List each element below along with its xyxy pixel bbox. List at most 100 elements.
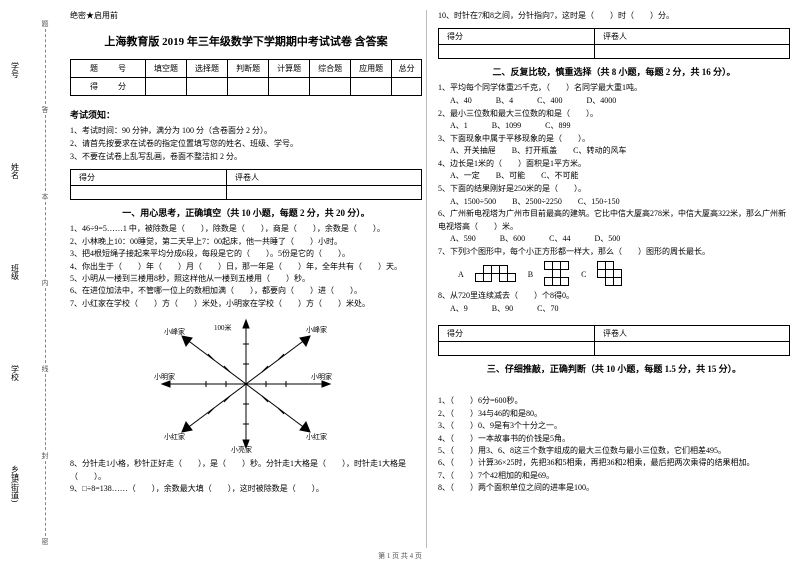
question: 2、小林晚上10：00睡觉，第二天早上7：00起床，他一共睡了（ ）小时。 [70,236,422,248]
score-header: 题 号 [71,60,146,78]
seal-mark: 封 [40,452,50,459]
question: 6、（ ）计算36×25时，先把36和5相乘，再把36和2相乘，最后把两次乘得的… [438,457,790,469]
right-column: 10、时针在7和8之间，分针指向7，这时是（ ）时（ ）分。 得分 评卷人 二、… [438,10,790,545]
binding-field: 班级 [10,264,21,280]
score-header: 判断题 [228,60,269,78]
options: A、40 B、4 C、400 D、4000 [438,95,790,108]
grader-label: 评卷人 [595,326,790,342]
question: 7、小红家在学校（ ）方（ ）米处，小明家在学校（ ）方（ ）米处。 [70,298,422,310]
polyomino-options: A B C [458,262,790,286]
question: 4、（ ）一本故事书的价钱是5角。 [438,433,790,445]
seal-mark: 答 [40,106,50,113]
diagram-label: 小明家 [311,372,332,381]
question: 7、下列3个图形中，每个小正方形都一样大，那么（ ）图形的周长最长。 [438,246,790,258]
score-cell [351,78,392,96]
seal-mark: 内 [40,279,50,286]
binding-strip: 学号 姓名 班级 学校 乡镇(街道) 题 答 本 内 线 封 密 [0,0,60,565]
question: 5、（ ）用3、6、8这三个数字组成的最大三位数与最小三位数，它们相差495。 [438,445,790,457]
question: 9、□÷8=138……（ ），余数最大填（ ），这时被除数是（ ）。 [70,483,422,495]
score-header: 选择题 [187,60,228,78]
score-header: 应用题 [351,60,392,78]
question: 1、平均每个同学体重25千克，（ ）名同学最大重1吨。 [438,82,790,94]
section-score-box: 得分 评卷人 [70,169,422,200]
score-header: 填空题 [146,60,187,78]
score-table: 题 号 填空题 选择题 判断题 计算题 综合题 应用题 总分 得 分 [70,59,422,96]
question: 4、边长是1米的（ ）面积是1平方米。 [438,158,790,170]
section-1-title: 一、用心思考，正确填空（共 10 小题，每题 2 分，共 20 分）。 [70,206,422,219]
question: 2、（ ）34与46的和是80。 [438,408,790,420]
section-score-box: 得分 评卷人 [438,28,790,59]
polyomino-a [476,266,516,282]
score-cell [392,78,422,96]
options: A、590 B、600 C、44 D、500 [438,233,790,246]
secrecy-label: 绝密★启用前 [70,10,422,21]
diagram-label: 小明家 [154,372,175,381]
seal-line: 题 答 本 内 线 封 密 [30,0,60,565]
option-label: A [458,270,464,279]
seal-mark: 线 [40,365,50,372]
question: 6、在进位加法中，不管哪一位上的数相加满（ ），都要向（ ）进（ ）。 [70,285,422,297]
exam-title: 上海教育版 2019 年三年级数学下学期期中考试试卷 含答案 [70,33,422,49]
score-cell [228,78,269,96]
question: 3、（ ）0、9是有3个十分之一。 [438,420,790,432]
binding-field: 姓名 [10,163,21,179]
page-footer: 第 1 页 共 4 页 [0,551,800,561]
question: 8、（ ）两个面积单位之间的进率是100。 [438,482,790,494]
diagram-label: 小峰家 [164,327,185,336]
options: A、9 B、90 C、70 [438,303,790,316]
page-content: 绝密★启用前 上海教育版 2019 年三年级数学下学期期中考试试卷 含答案 题 … [70,10,790,545]
diagram-label: 小红家 [164,432,185,441]
notice-item: 3、不要在试卷上乱写乱画，卷面不整洁扣 2 分。 [70,151,422,164]
options: A、开关抽屉 B、打开瓶盖 C、转动的风车 [438,145,790,158]
question: 2、最小三位数和最大三位数的和是（ ）。 [438,108,790,120]
question: 8、从720里连续减去（ ）个8得0。 [438,290,790,302]
score-label: 得分 [439,29,595,45]
options: A、1 B、1099 C、899 [438,120,790,133]
seal-mark: 题 [40,20,50,27]
score-header: 综合题 [310,60,351,78]
question: 5、小明从一楼到三楼用8秒，照这样他从一楼到五楼用（ ）秒。 [70,273,422,285]
diagram-label: 100米 [214,323,232,332]
polyomino-c [598,262,622,286]
score-cell [310,78,351,96]
grader-label: 评卷人 [227,170,422,186]
seal-mark: 密 [40,538,50,545]
polyomino-b [545,262,569,286]
score-label: 得分 [71,170,227,186]
diagram-label: 小红家 [306,432,327,441]
option-label: B [528,270,533,279]
score-row-label: 得 分 [71,78,146,96]
options: A、一定 B、可能 C、不可能 [438,170,790,183]
score-cell [146,78,187,96]
binding-field: 乡镇(街道) [10,465,21,502]
left-column: 绝密★启用前 上海教育版 2019 年三年级数学下学期期中考试试卷 含答案 题 … [70,10,422,545]
question: 1、46÷9=5……1 中，被除数是（ ），除数是（ ），商是（ ），余数是（ … [70,223,422,235]
question: 4、你出生于（ ）年（ ）月（ ）日，那一年是（ ）年，全年共有（ ）天。 [70,261,422,273]
question: 3、把4根短绳子接起来平均分成6段，每段是它的（ ）。5份是它的（ ）。 [70,248,422,260]
question: 1、（ ）6分=600秒。 [438,395,790,407]
question: 10、时针在7和8之间，分针指向7，这时是（ ）时（ ）分。 [438,10,790,22]
section-score-box: 得分 评卷人 [438,325,790,356]
section-2-title: 二、反复比较，慎重选择（共 8 小题，每题 2 分，共 16 分）。 [438,65,790,78]
score-cell [187,78,228,96]
seal-mark: 本 [40,193,50,200]
question: 6、广州新电视塔为广州市目前最高的建筑。它比中信大厦高278米，中信大厦高322… [438,208,790,233]
option-label: C [581,270,586,279]
notice-item: 1、考试时间：90 分钟，满分为 100 分（含卷面分 2 分）。 [70,125,422,138]
binding-fields: 学号 姓名 班级 学校 乡镇(街道) [0,0,30,565]
score-label: 得分 [439,326,595,342]
notice-item: 2、请首先按要求在试卷的指定位置填写您的姓名、班级、学号。 [70,138,422,151]
binding-field: 学校 [10,365,21,381]
question: 3、下面现象中属于平移现象的是（ ）。 [438,133,790,145]
direction-diagram: 100米 小峰家 小明家 小明家 小峰家 小红家 小亮家 小红家 [146,314,346,454]
question: 7、（ ）7个42相加的和是69。 [438,470,790,482]
grader-label: 评卷人 [595,29,790,45]
score-cell [269,78,310,96]
options: A、1500÷500 B、2500÷2250 C、150÷150 [438,196,790,209]
score-header: 总分 [392,60,422,78]
notice-heading: 考试须知： [70,108,422,121]
score-header: 计算题 [269,60,310,78]
binding-field: 学号 [10,62,21,78]
diagram-label: 小亮家 [231,445,252,454]
diagram-label: 小峰家 [306,325,327,334]
